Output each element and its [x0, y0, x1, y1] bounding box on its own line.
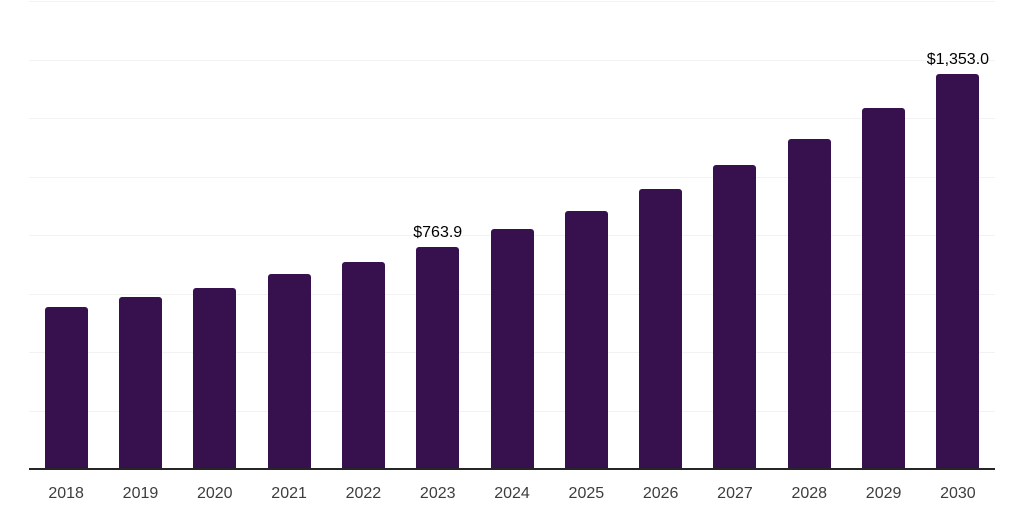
- bar-2019: [118, 296, 162, 470]
- bar-2030: [936, 74, 980, 470]
- x-tick-label-2028: 2028: [791, 485, 828, 502]
- bar-series: $763.9 $1,353.0: [29, 2, 995, 470]
- gridline: [29, 1, 995, 2]
- bar-2024: [490, 229, 534, 470]
- bar-2023: [416, 246, 460, 470]
- bar-slot-2023: $763.9: [401, 2, 475, 470]
- bar-slot-2026: [624, 2, 698, 470]
- bar-2027: [713, 164, 757, 470]
- bar-slot-2020: [178, 2, 252, 470]
- bar-slot-2025: [549, 2, 623, 470]
- bar-slot-2028: [772, 2, 846, 470]
- x-tick-label-2018: 2018: [48, 485, 84, 502]
- bar-slot-2024: [475, 2, 549, 470]
- bar-2018: [44, 306, 88, 470]
- data-label-2030: $1,353.0: [926, 51, 990, 69]
- bar-2021: [267, 274, 311, 470]
- gridline: [29, 118, 995, 119]
- bar-slot-2030: $1,353.0: [921, 2, 995, 470]
- x-tick-label-2019: 2019: [122, 485, 159, 502]
- x-tick-label-2024: 2024: [494, 485, 530, 502]
- gridline: [29, 176, 995, 178]
- x-tick-label-2021: 2021: [271, 485, 307, 502]
- x-tick-label-2029: 2029: [865, 485, 902, 502]
- bar-slot-2019: [103, 2, 177, 470]
- plot-area: $763.9 $1,353.0: [29, 1, 995, 470]
- bar-slot-2021: [252, 2, 326, 470]
- x-axis-tick-labels: 2018 2019 2020 2021 2022 2023 2024 2025 2026 2027…: [29, 485, 995, 503]
- bar-2020: [193, 288, 237, 470]
- bar-slot-2018: [29, 2, 103, 470]
- x-tick-label-2026: 2026: [642, 485, 679, 502]
- x-tick-label-2027: 2027: [717, 485, 753, 502]
- bar-2028: [787, 138, 831, 470]
- x-tick-label-2022: 2022: [345, 485, 382, 502]
- bar-2022: [341, 262, 385, 470]
- bar-2029: [862, 107, 906, 470]
- bar-2025: [564, 211, 608, 470]
- x-axis-line: [29, 468, 995, 470]
- bar-slot-2029: [846, 2, 920, 470]
- x-tick-label-2025: 2025: [568, 485, 605, 502]
- x-tick-label-2023: 2023: [419, 485, 456, 502]
- bar-slot-2027: [698, 2, 772, 470]
- x-tick-label-2020: 2020: [196, 485, 233, 502]
- data-label-2023: $763.9: [413, 223, 463, 241]
- bar-slot-2022: [326, 2, 400, 470]
- bar-2026: [639, 188, 683, 470]
- gridline: [29, 59, 995, 61]
- x-tick-label-2030: 2030: [940, 485, 976, 502]
